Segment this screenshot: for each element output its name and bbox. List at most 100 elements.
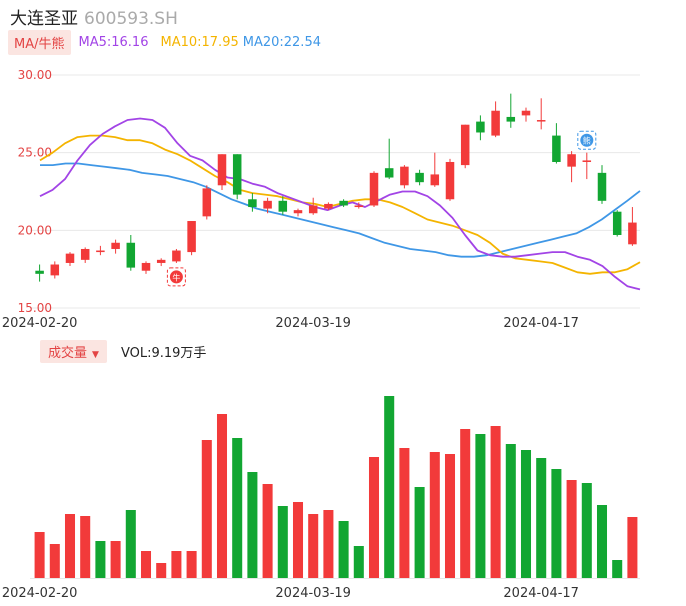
candle-up: [582, 160, 592, 162]
volume-date-label: 2024-03-19: [275, 586, 351, 601]
volume-bar: [414, 487, 425, 578]
volume-type-label: 成交量: [48, 345, 88, 361]
price-tick-label: 30.00: [18, 68, 52, 82]
candle-up: [628, 222, 637, 245]
price-tick-label: 25.00: [18, 146, 52, 160]
volume-legend: 成交量 ▼ VOL:9.19万手: [40, 339, 206, 363]
candle-up: [50, 264, 60, 276]
candle-up: [217, 154, 227, 186]
volume-bar: [308, 514, 319, 578]
candle-up: [369, 172, 379, 206]
marker-badge: [169, 270, 183, 284]
volume-bar: [171, 551, 182, 578]
marker-frame: [577, 130, 597, 150]
volume-bar: [216, 414, 228, 578]
marker-label: 牛: [172, 272, 180, 282]
price-tick-label: 20.00: [18, 223, 52, 237]
volume-bar: [277, 506, 288, 578]
marker-label: 熊: [583, 136, 591, 146]
candle-up: [65, 253, 75, 263]
bear-marker-icon: 熊: [577, 130, 597, 150]
candle-up: [263, 200, 272, 209]
volume-bar: [368, 457, 380, 578]
candle-up: [445, 161, 455, 200]
candle-up: [308, 205, 318, 214]
bull-marker-icon: 牛: [166, 267, 186, 287]
candle-up: [324, 203, 333, 209]
volume-bar: [551, 469, 562, 578]
volume-bar: [95, 541, 106, 578]
volume-bar: [186, 551, 197, 578]
volume-bar: [64, 514, 76, 578]
volume-bar: [323, 510, 334, 578]
ma-type-selector[interactable]: MA/牛熊: [8, 29, 71, 55]
volume-bar: [140, 551, 152, 578]
volume-bar: [292, 502, 304, 578]
marker-frame: [166, 267, 186, 287]
chevron-down-icon: ▼: [92, 349, 99, 360]
candle-up: [96, 250, 105, 253]
candle-up: [491, 110, 500, 136]
volume-bar: [581, 483, 592, 578]
volume-bar: [384, 396, 395, 578]
ma5-legend: MA5:16.16: [78, 34, 149, 50]
volume-bar: [399, 448, 410, 578]
volume-bar: [262, 484, 273, 578]
volume-bar: [49, 544, 60, 578]
volume-bar: [444, 454, 456, 578]
volume-bar: [201, 440, 212, 578]
candle-down: [476, 121, 485, 133]
stock-header: 大连圣亚 600593.SH: [10, 4, 178, 29]
volume-bar: [596, 505, 608, 578]
volume-bar: [460, 429, 471, 578]
volume-bar: [490, 426, 501, 578]
candle-down: [597, 172, 607, 201]
candle-down: [339, 200, 348, 206]
candle-down: [232, 154, 242, 195]
volume-date-label: 2024-04-17: [503, 586, 579, 601]
volume-bar: [156, 563, 167, 578]
volume-bar: [338, 521, 349, 578]
price-date-label: 2024-04-17: [503, 316, 579, 331]
candle-down: [278, 200, 288, 212]
volume-date-label: 2024-02-20: [2, 586, 78, 601]
candle-up: [187, 221, 196, 253]
stock-code: 600593.SH: [84, 9, 178, 29]
volume-bar: [353, 546, 364, 578]
candle-down: [506, 116, 516, 122]
volume-bar: [247, 472, 258, 578]
volume-bar: [520, 450, 532, 578]
ma-legend: MA/牛熊 MA5:16.16 MA10:17.95 MA20:22.54: [8, 29, 321, 55]
volume-bar: [34, 532, 45, 578]
volume-bar: [612, 560, 623, 578]
candle-up: [536, 120, 546, 122]
volume-bar: [80, 516, 91, 578]
candle-up: [354, 205, 364, 208]
volume-bar: [232, 438, 243, 578]
price-date-label: 2024-03-19: [275, 316, 351, 331]
ma20-legend: MA20:22.54: [242, 34, 321, 50]
price-date-label: 2024-02-20: [2, 316, 78, 331]
candle-up: [400, 166, 409, 186]
candle-up: [141, 262, 151, 271]
volume-bar: [429, 452, 440, 578]
candle-up: [567, 154, 576, 167]
candle-down: [35, 270, 44, 274]
volume-bar: [536, 458, 547, 578]
candle-up: [293, 210, 303, 214]
candle-down: [248, 199, 257, 208]
candle-down: [384, 168, 394, 178]
candle-up: [111, 242, 120, 249]
candle-down: [126, 242, 136, 268]
candle-up: [172, 250, 181, 262]
candle-down: [552, 135, 561, 162]
candle-down: [612, 211, 622, 235]
volume-bar: [125, 510, 136, 578]
candle-up: [460, 124, 470, 166]
stock-name: 大连圣亚: [10, 9, 78, 29]
volume-bar: [505, 444, 516, 578]
ma5-line: [39, 117, 641, 291]
candle-up: [521, 110, 531, 116]
volume-type-selector[interactable]: 成交量 ▼: [40, 339, 107, 363]
